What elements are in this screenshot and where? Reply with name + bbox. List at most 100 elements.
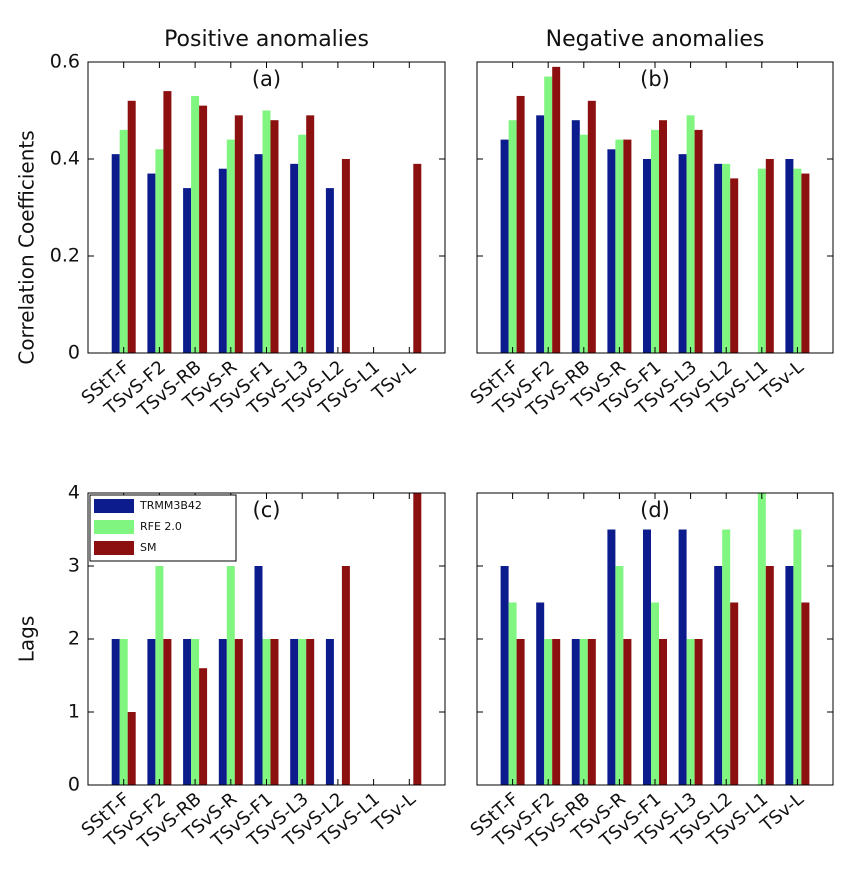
bar <box>623 639 632 785</box>
bar <box>730 178 739 353</box>
bar <box>119 639 128 785</box>
bar <box>757 493 766 785</box>
bar <box>801 173 810 353</box>
panel-title: Positive anomalies <box>164 27 369 52</box>
bar <box>659 639 667 785</box>
bar <box>587 639 596 785</box>
bar <box>234 639 243 785</box>
legend-swatch <box>94 541 134 555</box>
panel-title: Negative anomalies <box>546 27 765 52</box>
legend-label: SM <box>140 541 156 554</box>
bar <box>290 639 299 785</box>
bar <box>413 493 422 785</box>
bar <box>298 639 307 785</box>
bar <box>262 110 271 353</box>
bar <box>183 639 192 785</box>
bar <box>226 139 235 353</box>
bar <box>298 134 307 353</box>
bar <box>500 139 509 353</box>
legend-label: RFE 2.0 <box>140 520 182 533</box>
bar <box>111 154 120 353</box>
bar <box>270 120 279 353</box>
bar <box>516 639 525 785</box>
bar <box>615 139 624 353</box>
bar <box>218 168 227 353</box>
bar <box>544 639 553 785</box>
bar <box>191 95 200 353</box>
bar <box>686 639 695 785</box>
bar <box>714 163 723 353</box>
bar <box>730 602 739 785</box>
bar <box>270 639 279 785</box>
bar <box>785 159 794 353</box>
bar <box>127 100 136 353</box>
bar <box>306 115 315 353</box>
y-tick-label: 2 <box>68 628 80 650</box>
bar <box>571 639 580 785</box>
y-axis-label: Correlation Coefficients <box>15 130 39 364</box>
panel-label: (a) <box>252 67 281 91</box>
bar <box>163 639 172 785</box>
bar <box>254 154 263 353</box>
bar <box>254 566 263 785</box>
bar <box>163 91 172 353</box>
bar <box>659 120 667 353</box>
bar <box>147 173 156 353</box>
bar <box>325 188 334 353</box>
panel-label: (c) <box>253 498 281 522</box>
panel-label: (b) <box>640 67 670 91</box>
bar <box>579 639 588 785</box>
y-tick-label: 0 <box>68 774 80 796</box>
bar <box>722 529 731 785</box>
bar <box>199 668 208 785</box>
bar <box>341 566 350 785</box>
bar <box>341 159 350 353</box>
bar <box>579 134 588 353</box>
bar <box>643 159 651 353</box>
bar <box>765 159 774 353</box>
bar <box>686 115 695 353</box>
bar <box>183 188 192 353</box>
legend-swatch <box>94 520 134 534</box>
bar <box>793 168 802 353</box>
legend-label: TRMM3B42 <box>139 499 202 512</box>
y-tick-label: 0.4 <box>50 148 80 170</box>
y-tick-label: 4 <box>68 482 80 504</box>
bar <box>793 529 802 785</box>
bar <box>413 163 422 353</box>
bar <box>678 154 687 353</box>
y-tick-label: 3 <box>68 555 80 577</box>
bar <box>226 566 235 785</box>
bar <box>536 602 545 785</box>
bar <box>801 602 810 785</box>
bar <box>757 168 766 353</box>
bar <box>155 566 164 785</box>
y-axis-label: Lags <box>15 616 39 663</box>
y-tick-label: 0.6 <box>50 51 80 73</box>
bar <box>191 639 200 785</box>
bar <box>607 529 616 785</box>
bar <box>544 76 553 354</box>
bar <box>119 129 128 353</box>
bar <box>508 602 517 785</box>
bar <box>694 129 703 353</box>
bar <box>623 139 632 353</box>
bar <box>643 529 651 785</box>
bar <box>306 639 315 785</box>
bar <box>262 639 271 785</box>
bar <box>587 100 596 353</box>
bar <box>714 566 723 785</box>
bar <box>218 639 227 785</box>
bar <box>607 149 616 353</box>
bar <box>155 149 164 353</box>
bar <box>571 120 580 353</box>
bar <box>552 639 561 785</box>
bar <box>234 115 243 353</box>
y-tick-label: 1 <box>68 701 80 723</box>
bar <box>785 566 794 785</box>
legend-swatch <box>94 499 134 513</box>
bar <box>500 566 509 785</box>
bar <box>508 120 517 353</box>
bar <box>147 639 156 785</box>
